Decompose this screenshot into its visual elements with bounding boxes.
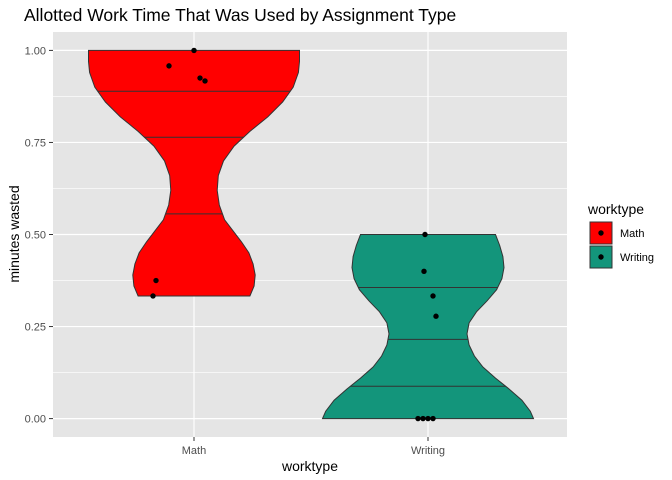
data-point <box>420 415 426 422</box>
x-tick-label: Writing <box>411 445 445 457</box>
legend-items: Math Writing <box>589 221 654 269</box>
data-point <box>150 293 156 299</box>
data-point <box>197 75 203 81</box>
y-axis-title: minutes wasted <box>6 185 22 282</box>
y-tick-label: 0.25 <box>25 322 46 334</box>
data-point <box>422 231 428 238</box>
legend-key-point <box>598 230 604 236</box>
data-point <box>166 63 172 69</box>
data-point <box>433 313 439 319</box>
y-axis: 0.00 0.25 0.50 0.75 1.00 <box>25 45 53 426</box>
violin-math <box>88 49 300 297</box>
legend-label-math: Math <box>620 228 644 240</box>
y-tick-label: 0.50 <box>25 230 46 242</box>
data-point <box>421 268 427 275</box>
legend-label-writing: Writing <box>620 252 654 264</box>
data-point <box>202 78 208 84</box>
data-point <box>430 415 436 422</box>
violins <box>88 49 535 420</box>
data-point <box>415 415 421 422</box>
y-tick-label: 0.75 <box>25 137 46 149</box>
data-point <box>191 47 197 54</box>
y-tick-label: 1.00 <box>25 45 46 57</box>
data-point <box>425 415 431 422</box>
y-tick-label: 0.00 <box>25 414 46 426</box>
legend: worktype Math Writing <box>587 201 654 269</box>
data-point <box>153 277 159 284</box>
x-axis: Math Writing <box>182 437 445 457</box>
data-points <box>150 47 439 422</box>
x-axis-title: worktype <box>281 458 338 474</box>
violin-writing <box>321 234 535 420</box>
legend-key-point <box>598 254 604 260</box>
x-tick-label: Math <box>182 445 206 457</box>
chart-title: Allotted Work Time That Was Used by Assi… <box>24 5 456 25</box>
data-point <box>430 293 436 299</box>
legend-title: worktype <box>587 201 644 217</box>
